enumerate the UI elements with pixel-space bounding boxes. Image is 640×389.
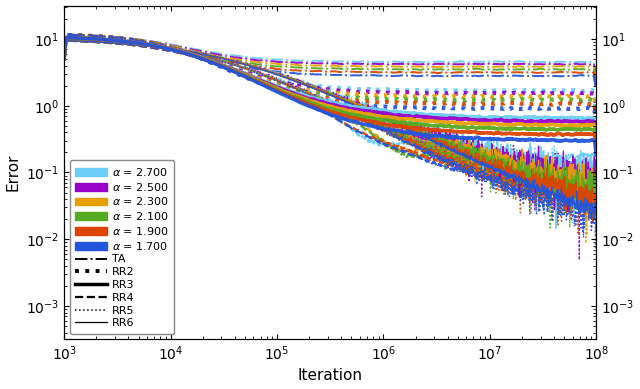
- X-axis label: Iteration: Iteration: [298, 368, 363, 384]
- Legend: $\alpha$ = 2.700, $\alpha$ = 2.500, $\alpha$ = 2.300, $\alpha$ = 2.100, $\alpha$: $\alpha$ = 2.700, $\alpha$ = 2.500, $\al…: [70, 160, 175, 334]
- Y-axis label: Error: Error: [6, 154, 20, 191]
